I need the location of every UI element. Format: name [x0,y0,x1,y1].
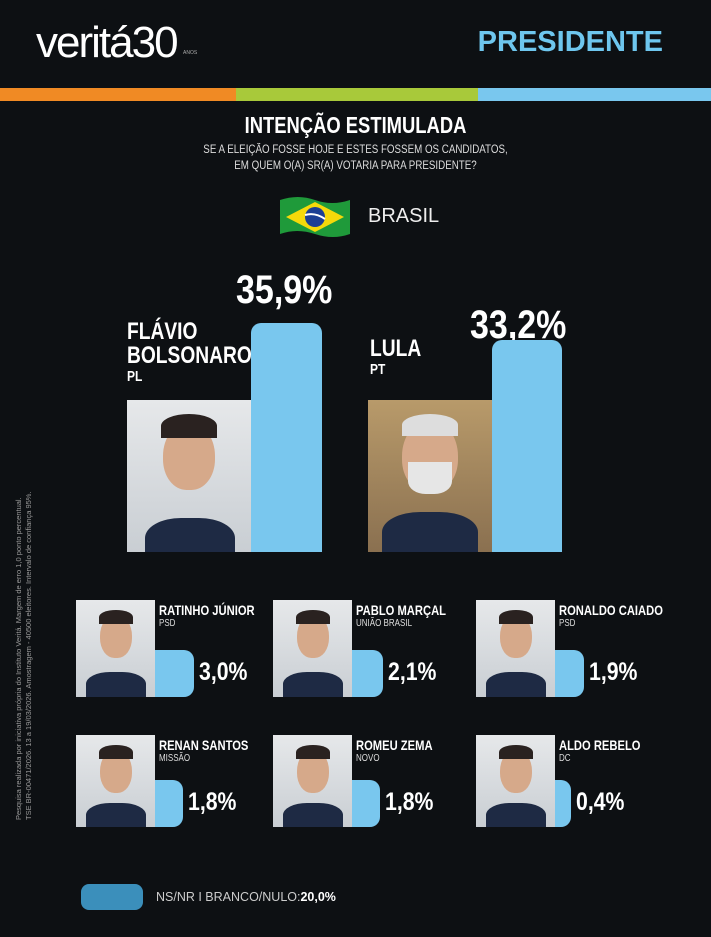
candidate-name: RENAN SANTOS [159,737,249,753]
candidate-party: NOVO [356,753,380,764]
page-title: PRESIDENTE [477,26,663,58]
leader-percent: 33,2% [470,303,567,347]
candidate-bar [155,650,194,697]
candidate-photo [76,600,155,697]
candidate-photo [127,400,251,552]
logo-subtext: ANOS [183,50,198,56]
candidate-label: PABLO MARÇAL UNIÃO BRASIL [356,602,469,629]
candidate-name: ROMEU ZEMA [356,737,433,753]
candidate-percent: 1,8% [385,788,434,816]
candidate-label: RATINHO JÚNIOR PSD [159,602,279,629]
leader-bar [251,323,322,552]
candidate-photo [273,735,352,827]
question-line-1: SE A ELEIÇÃO FOSSE HOJE E ESTES FOSSEM O… [203,144,508,156]
leader-percent: 35,9% [236,268,333,312]
candidate-percent: 0,4% [575,788,625,816]
candidate-party: UNIÃO BRASIL [356,618,413,629]
candidate-photo [476,600,555,697]
candidate-label: ALDO REBELO DC [559,737,661,764]
legend-swatch [81,884,143,910]
candidate-party: PSD [159,618,176,629]
candidate-photo [273,600,352,697]
candidate-percent: 3,0% [199,658,248,686]
candidate-name: RATINHO JÚNIOR [159,602,255,618]
stripe-blue [478,88,711,101]
candidate-name: ALDO REBELO [559,737,641,753]
methodology-note: Pesquisa realizada por iniciativa própri… [14,491,33,820]
candidate-bar [155,780,184,827]
candidate-name: RONALDO CAIADO [559,602,663,618]
candidate-bar [555,650,585,697]
brazil-flag-icon [280,197,350,237]
verita-logo: veritá30 [36,18,179,67]
legend-text: NS/NR I BRANCO/NULO:20,0% [156,890,336,904]
candidate-label: RONALDO CAIADO PSD [559,602,689,629]
candidate-party: MISSÃO [159,753,191,764]
question-line-2: EM QUEM O(A) SR(A) VOTARIA PARA PRESIDEN… [234,160,477,172]
stripe-green [236,88,478,101]
candidate-party: PSD [559,618,576,629]
leader-name: FLÁVIO BOLSONARO PL [127,318,252,386]
candidate-bar [352,780,381,827]
candidate-photo [476,735,555,827]
candidate-label: ROMEU ZEMA NOVO [356,737,452,764]
candidate-photo [368,400,492,552]
candidate-party: DC [559,753,571,764]
candidate-percent: 2,1% [387,658,437,686]
candidate-percent: 1,8% [188,788,237,816]
candidate-photo [76,735,155,827]
section-heading: INTENÇÃO ESTIMULADA [244,112,467,138]
stripe-orange [0,88,236,101]
candidate-label: RENAN SANTOS MISSÃO [159,737,271,764]
candidate-bar [555,780,571,827]
region-name: BRASIL [368,205,440,227]
candidate-percent: 1,9% [589,658,638,686]
candidate-name: PABLO MARÇAL [356,602,447,618]
leader-name: LULA PT [370,335,422,379]
leader-bar [492,340,562,552]
candidate-bar [352,650,383,697]
